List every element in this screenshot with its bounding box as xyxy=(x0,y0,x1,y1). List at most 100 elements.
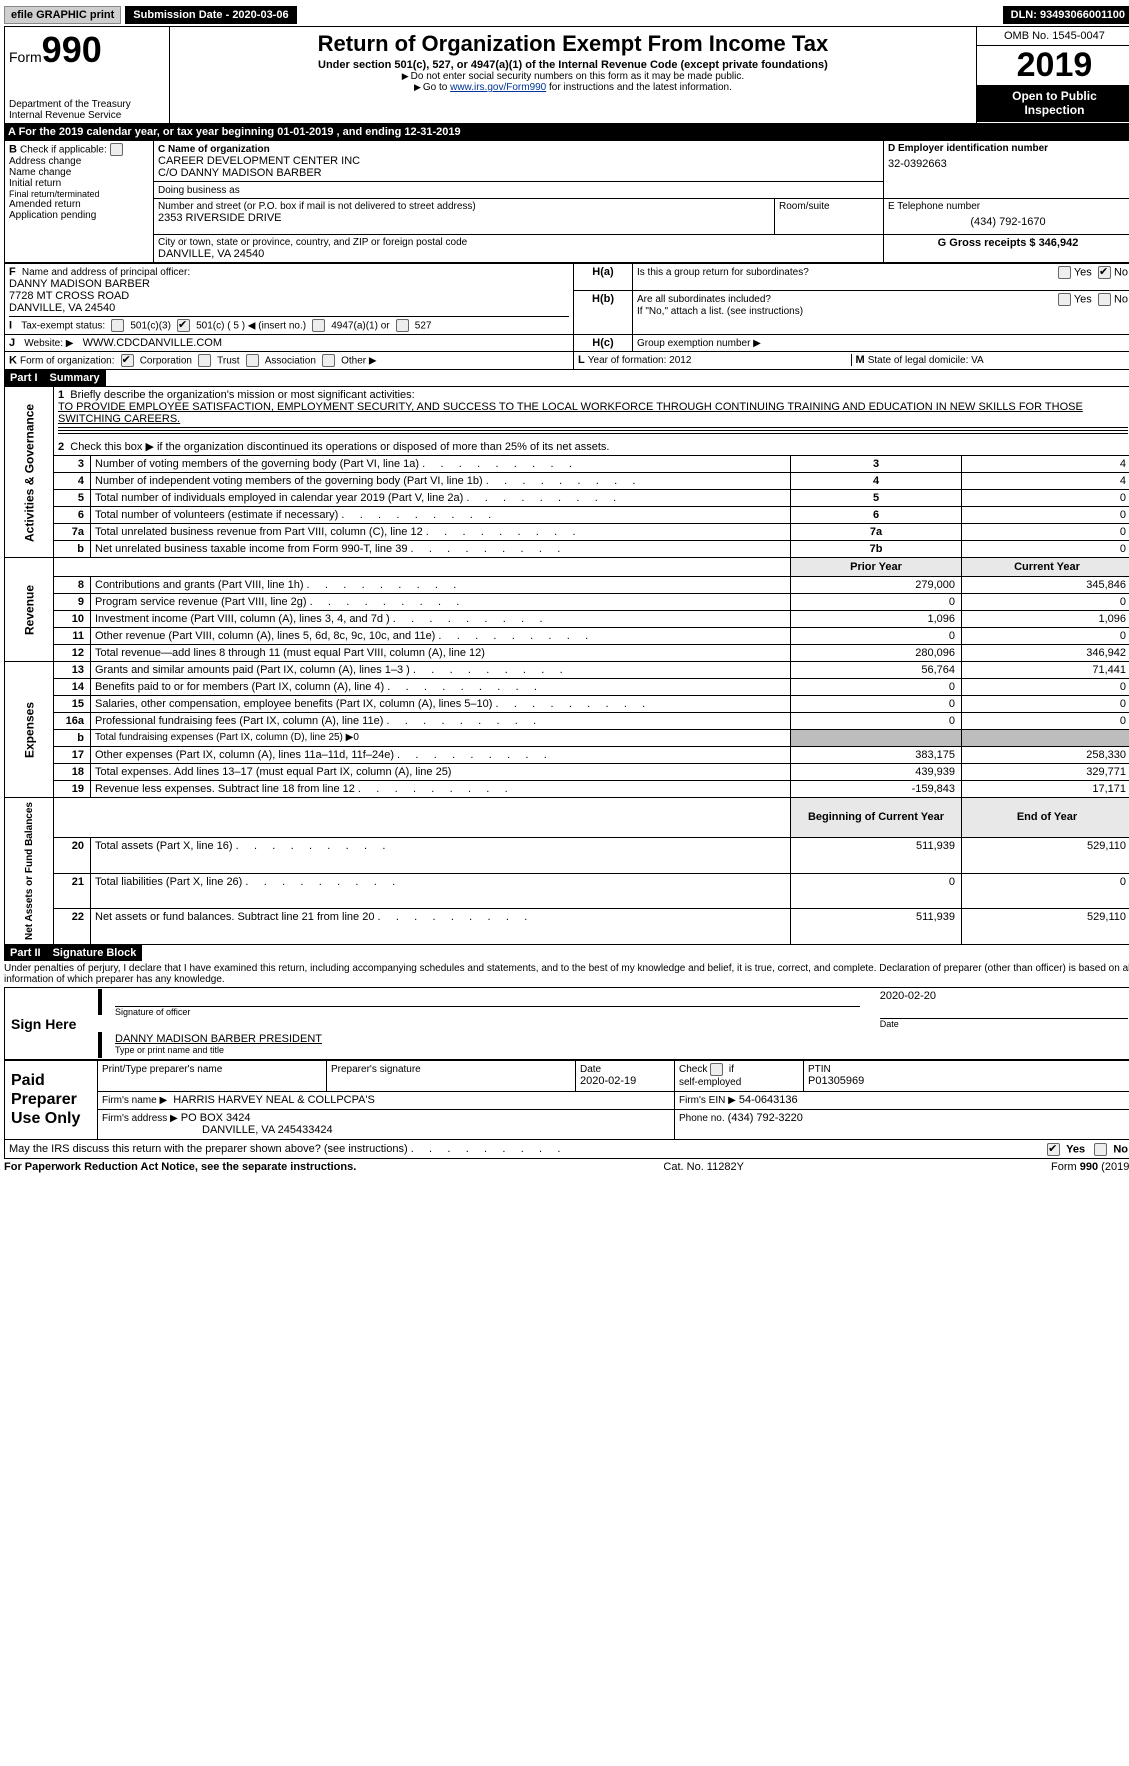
website-url: WWW.CDCDANVILLE.COM xyxy=(83,337,222,349)
ssn-note: Do not enter social security numbers on … xyxy=(174,71,972,82)
check-name-change-label: Name change xyxy=(9,167,149,178)
end-year-hdr: End of Year xyxy=(962,798,1129,838)
sig-officer-label: Signature of officer xyxy=(115,1007,860,1017)
check-trust[interactable] xyxy=(198,354,211,367)
discuss-no[interactable] xyxy=(1094,1143,1107,1156)
na-row: 21Total liabilities (Part X, line 26)00 xyxy=(5,873,1129,909)
hb-yes[interactable] xyxy=(1058,293,1071,306)
officer-name: DANNY MADISON BARBER xyxy=(9,278,150,290)
ha-label: H(a) xyxy=(592,266,613,278)
na-row: 20Total assets (Part X, line 16)511,9395… xyxy=(5,837,1129,873)
hc-label: H(c) xyxy=(592,337,613,349)
exp-row: 14Benefits paid to or for members (Part … xyxy=(5,679,1129,696)
gross-receipts: G Gross receipts $ 346,942 xyxy=(938,237,1079,249)
hb-note: If "No," attach a list. (see instruction… xyxy=(637,306,803,317)
exp-row: 15Salaries, other compensation, employee… xyxy=(5,696,1129,713)
check-other[interactable] xyxy=(322,354,335,367)
check-501c[interactable] xyxy=(177,319,190,332)
box-d-label: D Employer identification number xyxy=(888,143,1128,154)
perjury-text: Under penalties of perjury, I declare th… xyxy=(4,961,1129,987)
firm-addr2: DANVILLE, VA 245433424 xyxy=(102,1124,333,1136)
sign-date: 2020-02-20 xyxy=(880,990,1128,1002)
check-addr-change-label: Address change xyxy=(9,156,149,167)
firm-phone: (434) 792-3220 xyxy=(728,1112,803,1124)
dba-label: Doing business as xyxy=(158,185,240,196)
dept-irs: Internal Revenue Service xyxy=(9,110,165,121)
firm-name: HARRIS HARVEY NEAL & COLLPCPA'S xyxy=(173,1094,375,1106)
officer-addr1: 7728 MT CROSS ROAD xyxy=(9,290,129,302)
footer-catno: Cat. No. 11282Y xyxy=(663,1161,744,1173)
tax-exempt-row: I Tax-exempt status: 501(c)(3) 501(c) ( … xyxy=(9,319,569,332)
gov-row: 7aTotal unrelated business revenue from … xyxy=(5,524,1129,541)
box-c-label: C Name of organization xyxy=(158,144,270,155)
form-id: Form990 xyxy=(9,29,165,71)
check-app-pending-label: Application pending xyxy=(9,210,149,221)
dept-treasury: Department of the Treasury xyxy=(9,99,165,110)
omb-number: OMB No. 1545-0047 xyxy=(977,27,1129,46)
begin-year-hdr: Beginning of Current Year xyxy=(791,798,962,838)
dln: DLN: 93493066001100 xyxy=(1003,6,1129,24)
section-expenses: Expenses xyxy=(5,662,54,798)
exp-row: 17Other expenses (Part IX, column (A), l… xyxy=(5,747,1129,764)
check-final-return-label: Final return/terminated xyxy=(9,189,149,199)
footer-left: For Paperwork Reduction Act Notice, see … xyxy=(4,1161,356,1173)
hc-text: Group exemption number ▶ xyxy=(637,338,761,349)
row-a-tax-year: A For the 2019 calendar year, or tax yea… xyxy=(4,124,1129,140)
rev-row: 10Investment income (Part VIII, column (… xyxy=(5,611,1129,628)
mission-text: TO PROVIDE EMPLOYEE SATISFACTION, EMPLOY… xyxy=(58,401,1083,425)
phone-label: E Telephone number xyxy=(888,201,1128,212)
hb-text: Are all subordinates included? xyxy=(637,294,771,305)
check-527[interactable] xyxy=(396,319,409,332)
rev-row: 12Total revenue—add lines 8 through 11 (… xyxy=(5,645,1129,662)
ha-yes[interactable] xyxy=(1058,266,1071,279)
check-4947[interactable] xyxy=(312,319,325,332)
org-name: CAREER DEVELOPMENT CENTER INC xyxy=(158,155,360,167)
rev-row: 11Other revenue (Part VIII, column (A), … xyxy=(5,628,1129,645)
paid-preparer-table: Paid Preparer Use Only Print/Type prepar… xyxy=(4,1060,1129,1140)
discuss-yes[interactable] xyxy=(1047,1143,1060,1156)
hb-label: H(b) xyxy=(592,293,614,305)
officer-addr2: DANVILLE, VA 24540 xyxy=(9,302,115,314)
form-title: Return of Organization Exempt From Incom… xyxy=(174,31,972,57)
exp-row: 19Revenue less expenses. Subtract line 1… xyxy=(5,781,1129,798)
gov-row: 6Total number of volunteers (estimate if… xyxy=(5,507,1129,524)
preparer-date: 2020-02-19 xyxy=(580,1075,636,1087)
hb-no[interactable] xyxy=(1098,293,1111,306)
phone: (434) 792-1670 xyxy=(888,212,1128,232)
domicile: State of legal domicile: VA xyxy=(868,355,984,366)
sign-here-table: Sign Here Signature of officer 2020-02-2… xyxy=(4,987,1129,1060)
officer-printed-name: DANNY MADISON BARBER PRESIDENT xyxy=(115,1033,1128,1045)
box-b: B Check if applicable: xyxy=(9,143,149,156)
check-address-change[interactable] xyxy=(110,143,123,156)
year-formation: Year of formation: 2012 xyxy=(588,355,692,366)
gov-row: 5Total number of individuals employed in… xyxy=(5,490,1129,507)
part1-table: Activities & Governance 1 Briefly descri… xyxy=(4,386,1129,945)
room-label: Room/suite xyxy=(779,201,879,212)
part2-header: Part IISignature Block xyxy=(4,945,1129,961)
paid-preparer-label: Paid Preparer Use Only xyxy=(5,1061,98,1140)
rev-row: 8Contributions and grants (Part VIII, li… xyxy=(5,577,1129,594)
check-assoc[interactable] xyxy=(246,354,259,367)
city-label: City or town, state or province, country… xyxy=(158,237,879,248)
gov-row: 4Number of independent voting members of… xyxy=(5,473,1129,490)
check-initial-return-label: Initial return xyxy=(9,178,149,189)
prior-year-hdr: Prior Year xyxy=(791,558,962,577)
ha-no[interactable] xyxy=(1098,266,1111,279)
exp-row: bTotal fundraising expenses (Part IX, co… xyxy=(5,730,1129,747)
page-footer: For Paperwork Reduction Act Notice, see … xyxy=(4,1159,1129,1173)
sign-date-label: Date xyxy=(880,1019,1128,1029)
org-careof: C/O DANNY MADISON BARBER xyxy=(158,167,322,179)
open-to-public: Open to Public Inspection xyxy=(977,85,1129,122)
check-corp[interactable] xyxy=(121,354,134,367)
section-activities: Activities & Governance xyxy=(5,387,54,558)
irs-link[interactable]: www.irs.gov/Form990 xyxy=(450,82,546,93)
submission-date: Submission Date - 2020-03-06 xyxy=(125,6,296,24)
firm-addr1: PO BOX 3424 xyxy=(181,1112,251,1124)
efile-print-button[interactable]: efile GRAPHIC print xyxy=(4,6,121,24)
tax-year: 2019 xyxy=(977,46,1129,85)
ptin: P01305969 xyxy=(808,1075,864,1087)
ha-text: Is this a group return for subordinates? xyxy=(637,267,809,278)
check-501c3[interactable] xyxy=(111,319,124,332)
check-amended-label: Amended return xyxy=(9,199,149,210)
check-self-employed[interactable] xyxy=(710,1063,723,1076)
